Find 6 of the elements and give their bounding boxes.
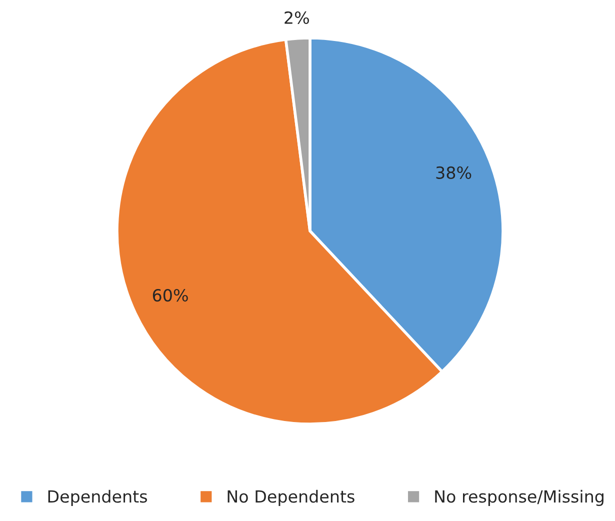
legend-label: Dependents [48,490,147,506]
legend-label: No Dependents [228,490,354,506]
data-label: 60% [152,288,188,302]
data-label: 38% [436,166,472,179]
data-label: 2% [284,11,309,24]
legend-label: No response/Missing [435,490,604,506]
